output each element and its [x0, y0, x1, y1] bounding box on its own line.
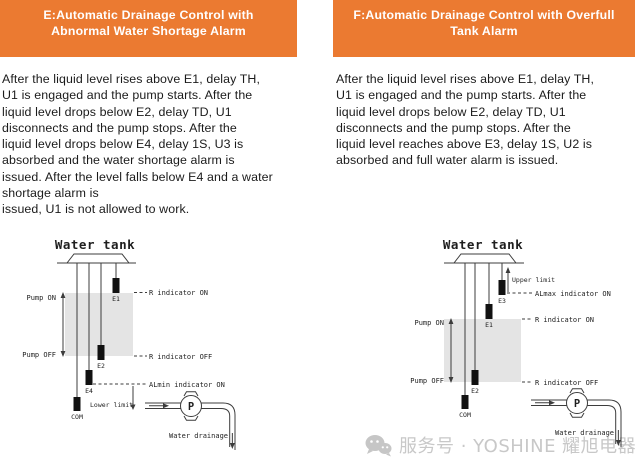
lower-limit-label: Lower limit — [90, 401, 133, 409]
pump-icon: P — [566, 388, 588, 418]
r-indicator-off-label: R indicator OFF — [535, 379, 598, 387]
panel-e-body-text: After the liquid level rises above E1, d… — [2, 72, 273, 217]
pump-icon: P — [180, 391, 202, 421]
panel-f-body-text: After the liquid level rises above E1, d… — [336, 72, 595, 168]
electrode-com — [461, 395, 469, 409]
electrode-com-label: COM — [71, 413, 83, 421]
pump-on-label: Pump ON — [26, 294, 56, 302]
electrode-e2 — [97, 345, 105, 360]
pump-range-arrow — [448, 318, 454, 383]
upper-limit-label: Upper limit — [512, 276, 555, 284]
drain-arrow — [229, 433, 235, 449]
tank-lid — [444, 253, 524, 264]
panel-e-header: E:Automatic Drainage Control with Abnorm… — [0, 0, 297, 57]
electrode-com — [73, 397, 81, 411]
lower-limit-arrow — [130, 386, 136, 410]
pump-on-label: Pump ON — [414, 319, 444, 327]
drain-arrow — [615, 430, 621, 446]
electrode-com-label: COM — [459, 411, 471, 419]
tank-diagram-e: Water tank E1 E2 E4 COM Pump ON Pump OFF — [22, 237, 236, 450]
upper-limit-arrow — [505, 267, 511, 292]
electrode-e2-label: E2 — [471, 387, 479, 395]
almin-indicator-label: ALmin indicator ON — [149, 381, 225, 389]
electrode-e1-label: E1 — [112, 295, 120, 303]
tank-diagram-f: Water tank E3 E1 E2 COM Upper limit ALma… — [410, 237, 622, 447]
electrode-e4-label: E4 — [85, 387, 93, 395]
electrode-e4 — [85, 370, 93, 385]
water-drainage-label: Water drainage — [169, 432, 228, 440]
wechat-icon — [365, 434, 392, 456]
drain-pipe — [587, 399, 622, 447]
water-tank-title: Water tank — [55, 237, 135, 252]
water-level-region — [444, 319, 521, 382]
watermark: 服务号 · YOSHINE 耀旭电器 — [365, 433, 635, 457]
water-tank-title: Water tank — [443, 237, 523, 252]
electrode-e1 — [112, 278, 120, 293]
electrode-e2-label: E2 — [97, 362, 105, 370]
pump-off-label: Pump OFF — [22, 351, 56, 359]
water-drainage-label: Water drainage — [555, 429, 614, 437]
pump-letter: P — [188, 401, 194, 413]
inlet-pipe — [145, 402, 181, 409]
flow-arrow — [149, 403, 169, 409]
pump-letter: P — [574, 398, 580, 410]
panel-f-header: F:Automatic Drainage Control with Overfu… — [333, 0, 635, 57]
electrode-e2 — [471, 370, 479, 385]
electrode-e1-label: E1 — [485, 321, 493, 329]
drain-pipe — [201, 402, 236, 450]
r-indicator-off-label: R indicator OFF — [149, 353, 212, 361]
pump-range-arrow — [60, 292, 66, 357]
watermark-text: 服务号 · YOSHINE 耀旭电器 — [399, 436, 635, 457]
r-indicator-on-label: R indicator ON — [535, 316, 594, 324]
electrode-e3-label: E3 — [498, 297, 506, 305]
electrode-e3 — [498, 280, 506, 295]
electrode-e1 — [485, 304, 493, 319]
flow-arrow — [535, 400, 555, 406]
r-indicator-on-label: R indicator ON — [149, 289, 208, 297]
almax-indicator-label: ALmax indicator ON — [535, 290, 611, 298]
pump-off-label: Pump OFF — [410, 377, 444, 385]
tank-lid — [57, 253, 136, 264]
inlet-pipe — [531, 399, 567, 406]
